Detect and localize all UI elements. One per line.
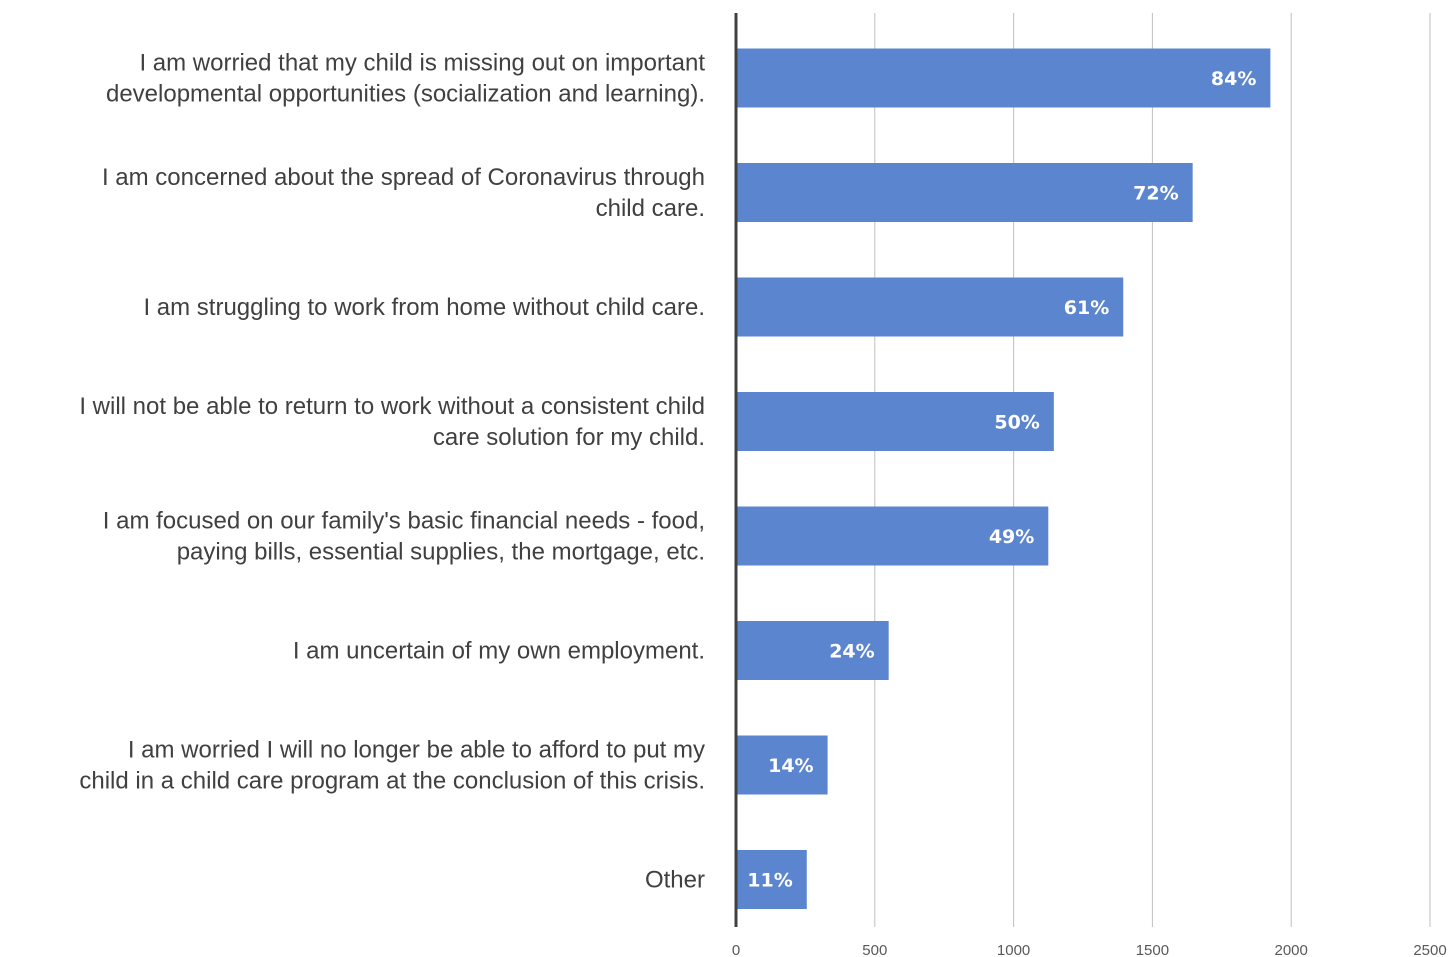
category-label-line: I am uncertain of my own employment. <box>293 638 705 665</box>
data-label: 50% <box>994 412 1039 434</box>
category-label: I am uncertain of my own employment. <box>293 638 705 665</box>
bar <box>736 392 1054 451</box>
data-label: 14% <box>768 755 813 777</box>
data-label: 24% <box>829 641 874 663</box>
category-label: I am worried that my child is missing ou… <box>106 50 705 108</box>
x-tick-label: 1000 <box>997 942 1030 957</box>
category-label-line: developmental opportunities (socializati… <box>106 81 705 108</box>
bar <box>736 277 1124 337</box>
x-tick-label: 0 <box>732 942 740 957</box>
category-labels: I am worried that my child is missing ou… <box>79 50 705 894</box>
category-label-line: child in a child care program at the con… <box>79 768 705 795</box>
category-label: I am concerned about the spread of Coron… <box>102 164 705 222</box>
data-label: 84% <box>1211 68 1256 90</box>
data-label: 49% <box>989 526 1034 548</box>
category-label-line: paying bills, essential supplies, the mo… <box>177 539 705 566</box>
data-label: 61% <box>1064 297 1109 319</box>
category-label-line: I will not be able to return to work wit… <box>79 393 705 420</box>
category-label-line: Other <box>645 867 705 894</box>
bar <box>736 506 1049 566</box>
bars <box>736 48 1271 909</box>
category-label: I am worried I will no longer be able to… <box>79 737 705 795</box>
category-label-line: I am worried I will no longer be able to… <box>128 737 705 764</box>
data-labels: 84% 72% 61% 50% 49% 24% 14% 11% <box>747 68 1256 892</box>
category-label: Other <box>645 867 705 894</box>
category-label: I am focused on our family's basic finan… <box>103 508 705 566</box>
category-label-line: care solution for my child. <box>433 424 705 451</box>
x-tick-label: 500 <box>862 942 887 957</box>
category-label-line: I am focused on our family's basic finan… <box>103 508 705 535</box>
bar <box>736 163 1193 222</box>
category-label-line: I am struggling to work from home withou… <box>143 294 705 321</box>
category-label: I am struggling to work from home withou… <box>143 294 705 321</box>
x-tick-label: 2000 <box>1275 942 1308 957</box>
bar <box>736 850 807 909</box>
x-tick-label: 1500 <box>1136 942 1169 957</box>
category-label-line: child care. <box>596 195 705 222</box>
x-tick-labels: 0 500 1000 1500 2000 2500 <box>732 942 1447 957</box>
bar <box>736 621 889 680</box>
gridlines <box>874 13 1431 927</box>
category-label-line: I am concerned about the spread of Coron… <box>102 164 705 191</box>
category-label-line: I am worried that my child is missing ou… <box>139 50 705 77</box>
x-tick-label: 2500 <box>1413 942 1446 957</box>
data-label: 11% <box>747 870 792 892</box>
bar <box>736 48 1271 108</box>
data-label: 72% <box>1133 183 1178 205</box>
category-label: I will not be able to return to work wit… <box>79 393 705 451</box>
bar <box>736 735 828 795</box>
